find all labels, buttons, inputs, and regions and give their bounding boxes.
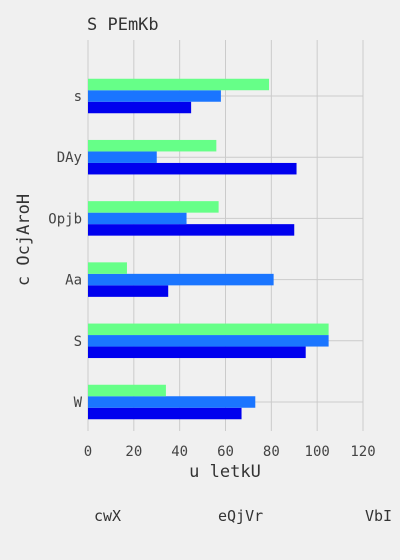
bar-1-w bbox=[88, 407, 242, 420]
x-tick-label: 60 bbox=[217, 444, 234, 460]
bar-3-aa bbox=[88, 262, 127, 274]
bar-2-s bbox=[88, 335, 329, 347]
bars bbox=[88, 78, 329, 420]
bar-2-day bbox=[88, 151, 157, 163]
y-tick-label: S bbox=[74, 334, 82, 350]
legend-label-1: cwX bbox=[94, 507, 121, 525]
bar-1-opjb bbox=[88, 224, 295, 236]
y-tick-label: Aa bbox=[65, 273, 82, 289]
bar-1-aa bbox=[88, 285, 169, 297]
y-tick-label: W bbox=[74, 395, 83, 411]
bar-1-s bbox=[88, 101, 192, 114]
legend-label-2: eQjVr bbox=[218, 507, 263, 525]
bar-3-day bbox=[88, 139, 217, 152]
x-tick-label: 20 bbox=[125, 444, 142, 460]
legend: cwX eQjVr VbI bbox=[94, 507, 392, 525]
x-tick-labels: 0 20 40 60 80 100 120 bbox=[84, 444, 376, 460]
bar-1-s bbox=[88, 346, 306, 359]
y-tick-label: Opjb bbox=[48, 211, 82, 227]
x-tick-label: 100 bbox=[305, 444, 330, 460]
y-axis-title: c OcjAroH bbox=[14, 194, 34, 286]
bar-2-opjb bbox=[88, 212, 187, 225]
x-axis-title: u letkU bbox=[189, 462, 261, 482]
y-tick-label: DAy bbox=[57, 150, 82, 166]
legend-label-3: VbI bbox=[365, 507, 392, 525]
bar-1-day bbox=[88, 162, 297, 175]
x-tick-label: 120 bbox=[350, 444, 375, 460]
bar-3-opjb bbox=[88, 201, 219, 213]
x-tick-label: 40 bbox=[171, 444, 188, 460]
bar-2-s bbox=[88, 90, 221, 102]
y-tick-labels: W S Aa Opjb DAy s bbox=[48, 89, 82, 411]
chart-title: S PEmKb bbox=[87, 15, 159, 35]
x-tick-label: 80 bbox=[263, 444, 280, 460]
bar-3-s bbox=[88, 78, 270, 91]
bar-2-aa bbox=[88, 273, 274, 286]
x-tick-label: 0 bbox=[84, 444, 92, 460]
y-tick-label: s bbox=[74, 89, 82, 105]
bar-3-s bbox=[88, 323, 329, 336]
bar-3-w bbox=[88, 384, 166, 397]
bar-2-w bbox=[88, 396, 256, 408]
